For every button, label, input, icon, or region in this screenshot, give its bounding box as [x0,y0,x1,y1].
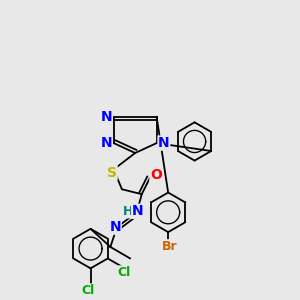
Text: H: H [123,205,134,218]
Text: S: S [107,166,117,180]
Text: Br: Br [162,240,178,253]
Text: Cl: Cl [118,266,131,279]
Text: Cl: Cl [81,284,94,297]
Text: N: N [132,204,143,218]
Text: N: N [100,136,112,150]
Text: N: N [158,136,170,150]
Text: N: N [110,220,121,234]
Text: O: O [150,168,162,182]
Text: N: N [100,110,112,124]
